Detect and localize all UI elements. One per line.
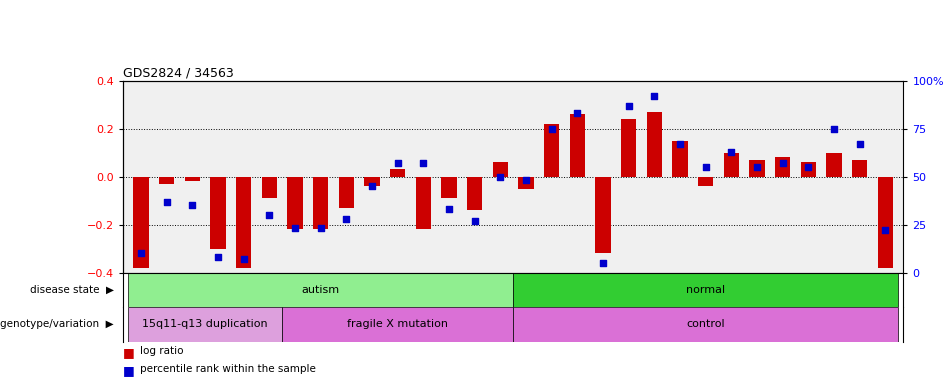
Text: log ratio: log ratio (140, 346, 184, 356)
Point (622, 103, 637, 109)
Bar (262, 177, 277, 198)
Bar (518, 177, 534, 189)
Bar (442, 177, 457, 198)
Text: ■: ■ (123, 346, 134, 359)
Bar (621, 119, 637, 177)
Text: autism: autism (302, 285, 340, 295)
Bar (313, 177, 328, 230)
Point (364, 183, 379, 189)
Text: disease state  ▶: disease state ▶ (29, 285, 114, 295)
Bar (827, 152, 842, 177)
Bar (775, 157, 791, 177)
Bar (128, 273, 513, 307)
Point (467, 218, 482, 224)
Bar (595, 177, 611, 253)
Point (339, 216, 354, 222)
Bar (210, 177, 226, 249)
Point (775, 160, 790, 166)
Bar (236, 177, 252, 268)
Bar (513, 307, 899, 342)
Text: control: control (687, 319, 725, 329)
Bar (493, 162, 508, 177)
Point (569, 110, 585, 116)
Bar (390, 169, 406, 177)
Bar (128, 307, 282, 342)
Point (595, 260, 610, 266)
Point (210, 254, 225, 260)
Bar (673, 141, 688, 177)
Point (544, 126, 559, 132)
Bar (339, 177, 354, 208)
Point (698, 164, 713, 170)
Point (673, 141, 688, 147)
Text: 15q11-q13 duplication: 15q11-q13 duplication (142, 319, 268, 329)
Bar (159, 177, 174, 184)
Point (184, 202, 200, 209)
Bar (282, 307, 513, 342)
Point (390, 160, 405, 166)
Point (236, 256, 252, 262)
Text: GDS2824 / 34563: GDS2824 / 34563 (123, 66, 234, 79)
Bar (288, 177, 303, 230)
Bar (724, 152, 739, 177)
Bar (852, 160, 867, 177)
Bar (513, 273, 899, 307)
Point (724, 149, 739, 155)
Point (133, 250, 149, 257)
Point (647, 93, 662, 99)
Bar (698, 177, 713, 186)
Bar (800, 162, 816, 177)
Point (416, 160, 431, 166)
Point (288, 225, 303, 232)
Bar (749, 160, 764, 177)
Point (801, 164, 816, 170)
Point (493, 174, 508, 180)
Bar (569, 114, 585, 177)
Bar (878, 177, 893, 268)
Point (852, 141, 867, 147)
Bar (467, 177, 482, 210)
Point (313, 225, 328, 232)
Bar (133, 177, 149, 268)
Point (262, 212, 277, 218)
Point (518, 177, 534, 184)
Point (159, 199, 174, 205)
Text: ■: ■ (123, 364, 134, 377)
Text: percentile rank within the sample: percentile rank within the sample (140, 364, 316, 374)
Text: genotype/variation  ▶: genotype/variation ▶ (0, 319, 114, 329)
Bar (415, 177, 431, 230)
Bar (544, 124, 559, 177)
Bar (364, 177, 379, 186)
Point (827, 126, 842, 132)
Text: fragile X mutation: fragile X mutation (347, 319, 448, 329)
Bar (647, 112, 662, 177)
Point (749, 164, 764, 170)
Bar (184, 177, 200, 182)
Point (878, 227, 893, 233)
Text: normal: normal (686, 285, 726, 295)
Point (442, 206, 457, 212)
